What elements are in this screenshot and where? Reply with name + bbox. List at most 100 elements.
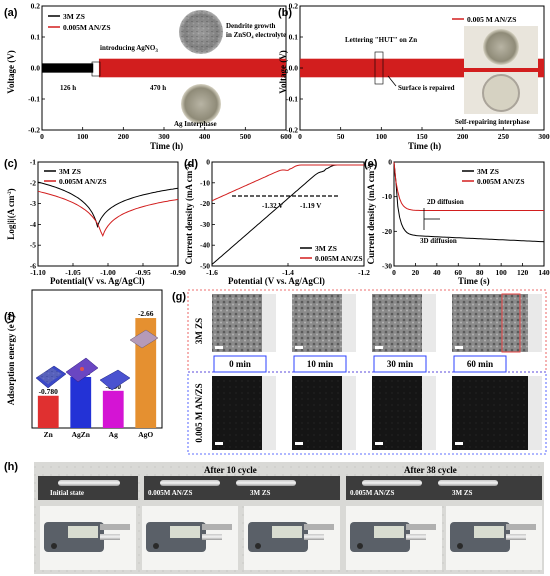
panel-e-ylabel: Current density (mA cm-2) <box>366 164 376 265</box>
a-xtick-label: 400 <box>199 132 211 141</box>
c-xtick-label: -0.95 <box>135 268 151 277</box>
e-ytick-label: -30 <box>382 262 392 271</box>
panel-c-series-1 <box>37 190 179 238</box>
panel-h: Initial state After 10 cycle 0.005M AN/Z… <box>34 462 544 574</box>
panel-label-g: (g) <box>172 291 186 303</box>
panel-h-after38-rod-2 <box>438 480 498 486</box>
panel-a: 0 100 200 300 400 500 600 0.2 0.1 0.0 -0.1 -0.2 Ti… <box>6 2 292 152</box>
c-ytick-label: -3 <box>30 199 36 208</box>
c-ytick-label: -5 <box>30 241 36 250</box>
panel-g-scalebar-top-3 <box>455 346 463 349</box>
b-ytick-label: -0.2 <box>286 126 298 135</box>
panel-h-caliper-screen-2 <box>272 526 302 538</box>
panel-f-bar-agzn <box>70 376 92 428</box>
panel-a-series-band-1 <box>98 58 286 78</box>
panel-c-ylabel: Log|i|(A cm-2) <box>6 188 16 239</box>
panel-e-xticks: 0 20 40 60 80 100 120 140 <box>392 263 550 277</box>
panel-f-structure-ag <box>99 369 131 391</box>
panel-c-legend-2: 0.005M AN/ZS <box>59 177 107 186</box>
panel-h-caliper-jaw-0 <box>100 524 130 530</box>
panel-g-top-image-edge-2 <box>422 294 436 352</box>
d-ytick-label: -20 <box>200 199 210 208</box>
panel-f-bar-label: -2.66 <box>138 309 154 318</box>
panel-a-series-band-0 <box>42 63 94 73</box>
panel-h-caliper-knob-0 <box>51 543 57 549</box>
b-xtick-label: 250 <box>498 132 510 141</box>
e-xtick-label: 20 <box>412 268 420 277</box>
b-xtick-label: 0 <box>298 132 302 141</box>
d-xtick-label: -1.2 <box>358 268 370 277</box>
b-xtick-label: 150 <box>416 132 428 141</box>
panel-a-ylabel: Voltage (V) <box>6 50 16 93</box>
panel-h-after10-zs: 3M ZS <box>250 489 271 497</box>
panel-c-series <box>37 181 179 238</box>
a-xtick-label: 600 <box>280 132 292 141</box>
panel-c-legend-1: 3M ZS <box>59 167 81 176</box>
a-ytick-label: -0.2 <box>28 126 40 135</box>
panel-e-frame <box>393 161 545 267</box>
panel-g-scalebar-bottom-0 <box>215 442 223 445</box>
d-ytick-label: -30 <box>200 220 210 229</box>
b-xtick-label: 50 <box>337 132 345 141</box>
d-ytick-label: -50 <box>200 262 210 271</box>
e-xtick-label: 140 <box>538 268 550 277</box>
panel-label-e: (e) <box>364 158 378 170</box>
panel-f-category-label: AgO <box>138 430 153 439</box>
e-xtick-label: 120 <box>517 268 529 277</box>
panel-c-series-0 <box>37 181 179 229</box>
panel-h-after10: After 10 cycle <box>204 465 257 475</box>
b-ytick-label: 0.0 <box>289 64 299 73</box>
panel-g-scalebar-bottom-2 <box>375 442 383 445</box>
panel-g: 3M ZS 0.005 M AN/ZS 0 min 10 min 30 min 60 … <box>187 289 547 455</box>
panel-h-caliper-knob-3 <box>357 543 363 549</box>
panel-h-caliper-rod-1 <box>202 534 222 540</box>
panel-f-bar-ag <box>102 390 124 428</box>
c-ytick-label: -6 <box>30 262 36 271</box>
panel-g-scalebar-top-1 <box>295 346 303 349</box>
panel-h-initial-label: Initial state <box>50 489 84 497</box>
panel-label-d: (d) <box>184 158 198 170</box>
panel-f-bar-zn <box>37 395 59 428</box>
e-xtick-label: 60 <box>455 268 463 277</box>
panel-g-time-label-0: 0 min <box>229 359 251 369</box>
panel-g-time-box-1 <box>293 355 347 373</box>
panel-h-caliper-rod-3 <box>406 534 426 540</box>
panel-e-legend-1: 3M ZS <box>477 167 499 176</box>
panel-b-ylabel: Voltage (V) <box>278 50 288 93</box>
panel-g-bottom-image-edge-3 <box>528 376 542 450</box>
panel-h-caliper-screen-3 <box>374 526 404 538</box>
panel-a-ag-label: Ag Interphase <box>174 120 217 128</box>
e-xtick-label: 100 <box>496 268 508 277</box>
panel-h-caliper-jaw-3 <box>406 524 436 530</box>
panel-g-time-box-2 <box>373 355 427 373</box>
panel-a-series <box>42 58 286 78</box>
c-xtick-label: -1.05 <box>65 268 81 277</box>
panel-h-caliper-rod-4 <box>506 534 526 540</box>
panel-f-category-label: Zn <box>44 430 54 439</box>
panel-h-caliper-screen-0 <box>68 526 98 538</box>
panel-e-yticks: 0 -10 -20 -30 <box>382 158 397 271</box>
panel-e-3d: 3D diffusion <box>420 237 457 245</box>
panel-d-v1: -1.32 V <box>262 202 283 210</box>
panel-f-category-label: AgZn <box>72 430 91 439</box>
e-xtick-label: 80 <box>476 268 484 277</box>
panel-b-selfrep: Self-repairing interphase <box>455 118 530 126</box>
panel-g-top-image-edge-0 <box>262 294 276 352</box>
a-ytick-label: 0.2 <box>31 2 41 11</box>
panel-g-side-top: 3M ZS <box>194 318 204 344</box>
e-xtick-label: 40 <box>433 268 441 277</box>
panel-h-caliper-knob-1 <box>153 543 159 549</box>
panel-h-caliper-screen-4 <box>474 526 504 538</box>
panel-f-category-label: Ag <box>109 430 118 439</box>
panel-label-f: (f) <box>4 311 15 323</box>
panel-a-dendrite-label-2: in ZnSO4 electrolyte <box>226 31 286 40</box>
panel-h-after38: After 38 cycle <box>404 465 457 475</box>
panel-g-top-image-edge-1 <box>342 294 356 352</box>
panel-a-dendrite-label: Dendrite growth <box>226 22 276 30</box>
panel-b-repaired-arrow <box>387 75 397 87</box>
c-ytick-label: -1 <box>30 158 36 167</box>
panel-label-c: (c) <box>4 158 18 170</box>
panel-h-after10-rod-2 <box>236 480 296 486</box>
panel-h-caliper-jaw-1 <box>202 524 232 530</box>
